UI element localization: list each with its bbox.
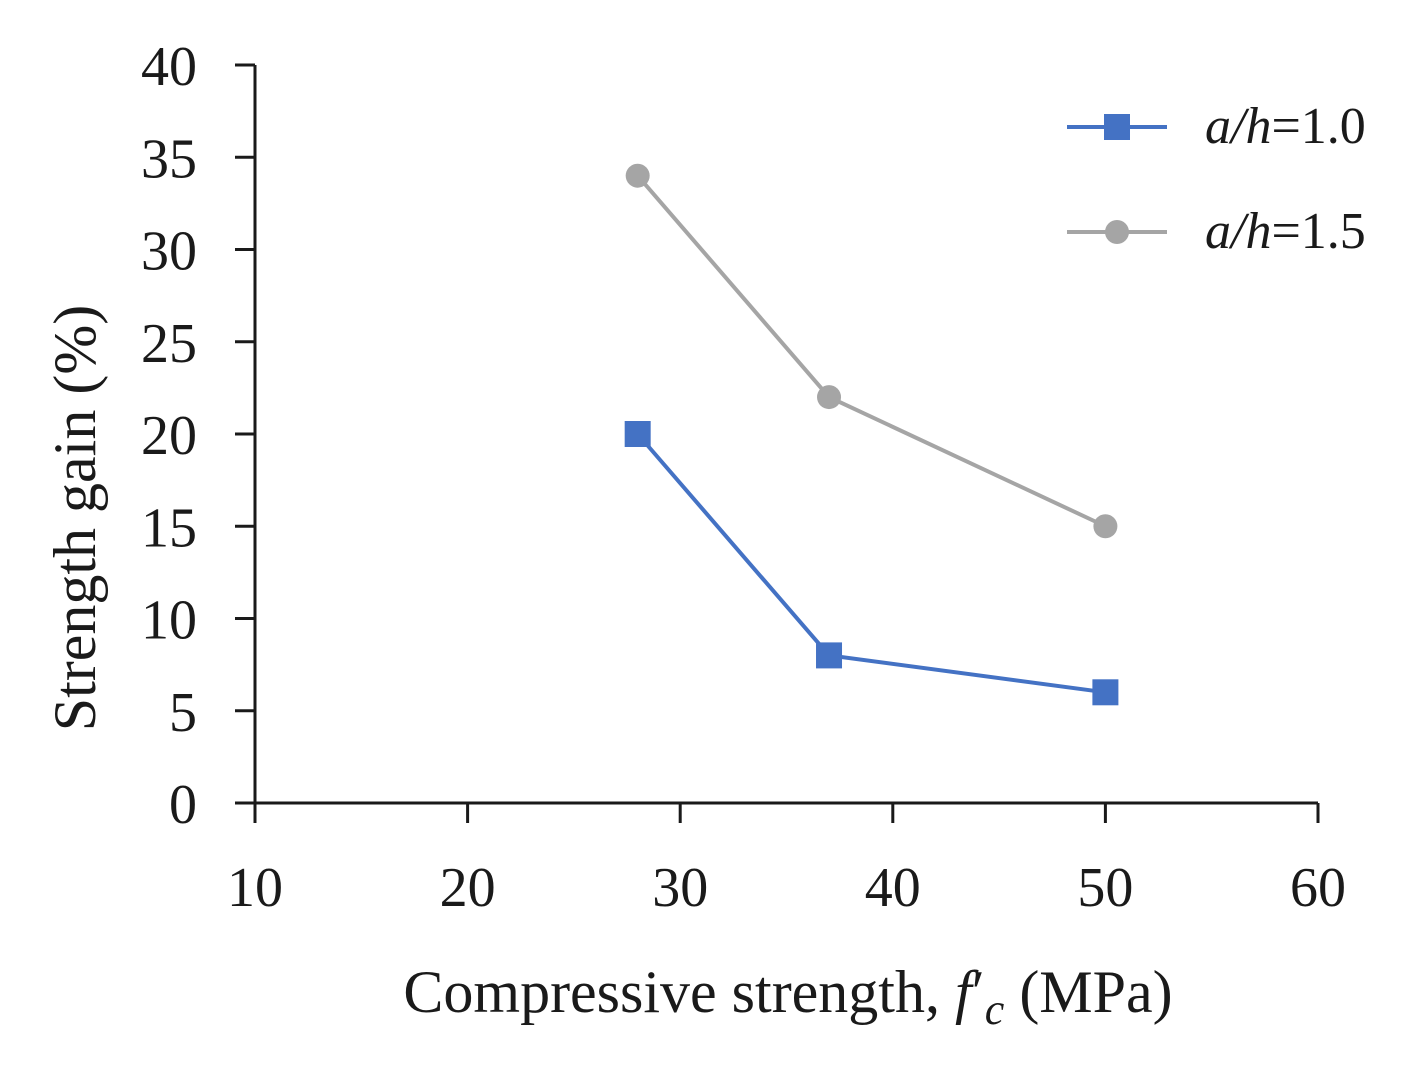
legend-marker-square bbox=[1104, 114, 1130, 140]
x-tick-label: 30 bbox=[652, 857, 708, 919]
legend-label-italic: a/h bbox=[1205, 203, 1271, 260]
y-tick-label: 35 bbox=[141, 128, 197, 190]
y-tick-label: 10 bbox=[141, 590, 197, 652]
series-line bbox=[636, 432, 1106, 695]
series-line bbox=[636, 174, 1107, 529]
data-point-circle bbox=[625, 163, 650, 188]
legend-label-italic: a/h bbox=[1205, 98, 1271, 155]
data-point-square bbox=[816, 642, 843, 669]
data-point-square bbox=[624, 421, 651, 447]
series-layer bbox=[624, 163, 1119, 706]
legend-label-value: =1.5 bbox=[1271, 203, 1365, 260]
legend-item-2: a/h=1.5 bbox=[1067, 203, 1366, 260]
y-tick-label: 0 bbox=[169, 774, 197, 836]
data-point-circle bbox=[817, 385, 842, 410]
legend: a/h=1.0a/h=1.5 bbox=[1067, 98, 1366, 260]
legend-label: a/h=1.5 bbox=[1205, 203, 1366, 260]
series-1 bbox=[624, 421, 1119, 706]
y-tick-label: 25 bbox=[141, 313, 197, 375]
data-point-circle bbox=[1093, 514, 1118, 539]
x-axis-title-suffix: (MPa) bbox=[1004, 959, 1172, 1025]
y-tick-label: 40 bbox=[141, 36, 197, 98]
legend-marker-circle bbox=[1105, 220, 1129, 244]
x-tick-label: 50 bbox=[1077, 857, 1133, 919]
axes: 0 5 10 15 20 25 30 35 40 10 20 30 40 50 60 bbox=[141, 36, 1346, 919]
x-axis-title: Compressive strength, f′c (MPa) bbox=[403, 959, 1172, 1034]
y-tick-label: 20 bbox=[141, 405, 197, 467]
y-axis-title: Strength gain (%) bbox=[42, 305, 108, 732]
x-tick-label: 20 bbox=[440, 857, 496, 919]
legend-label: a/h=1.0 bbox=[1205, 98, 1366, 155]
y-tick-label: 5 bbox=[169, 682, 197, 744]
series-2 bbox=[625, 163, 1118, 539]
x-axis-title-prefix: Compressive strength, bbox=[403, 959, 955, 1025]
x-tick-label: 40 bbox=[865, 857, 921, 919]
x-tick-label: 60 bbox=[1290, 857, 1346, 919]
legend-label-value: =1.0 bbox=[1271, 98, 1365, 155]
legend-item-1: a/h=1.0 bbox=[1067, 98, 1366, 155]
x-axis-title-subscript: c bbox=[985, 985, 1005, 1034]
x-axis-title-prime: ′ bbox=[972, 959, 985, 1025]
y-tick-label: 30 bbox=[141, 221, 197, 283]
x-tick-label: 10 bbox=[227, 857, 283, 919]
data-point-square bbox=[1092, 679, 1119, 706]
y-tick-label: 15 bbox=[141, 497, 197, 559]
